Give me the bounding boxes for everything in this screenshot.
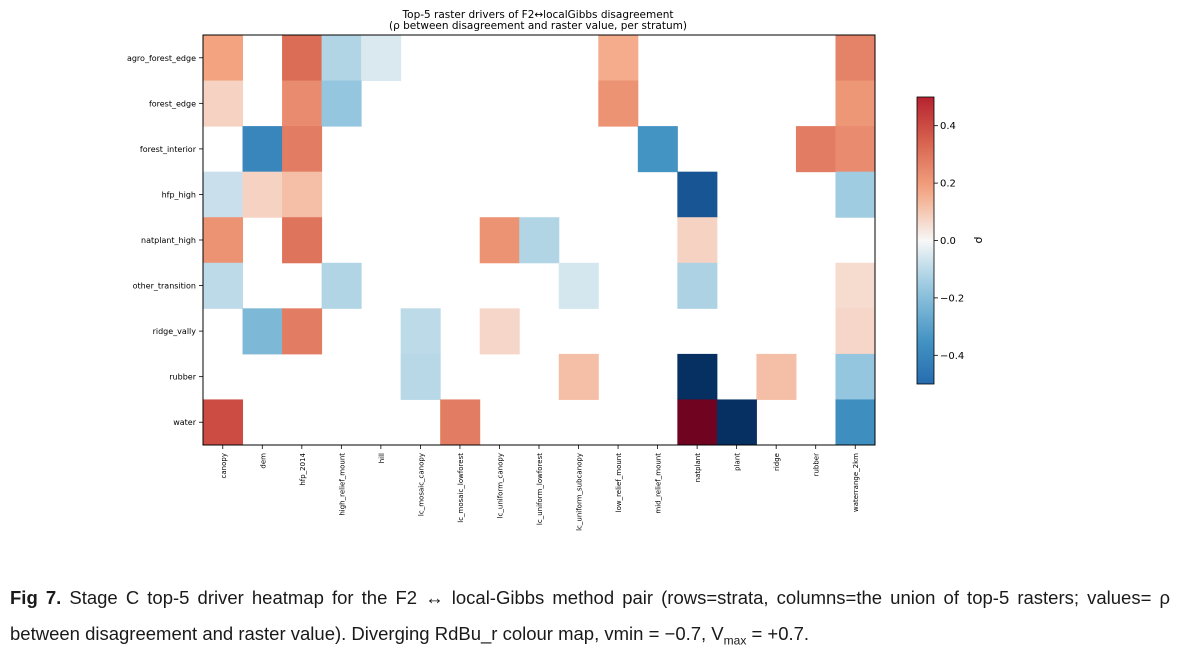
heatmap-cell	[203, 399, 244, 446]
heatmap-cell	[598, 80, 639, 127]
row-label: agro_forest_edge	[127, 54, 196, 63]
heatmap-cell	[795, 126, 836, 173]
heatmap-cell	[479, 217, 520, 264]
heatmap-cell	[282, 308, 323, 355]
heatmap-cell	[835, 262, 876, 309]
heatmap-cell	[835, 35, 876, 82]
caption-text: Stage C top-5 driver heatmap for the F2 …	[10, 587, 1170, 644]
caption-label: Fig 7.	[10, 587, 62, 608]
heatmap-cell	[677, 399, 718, 446]
heatmap-cell	[282, 80, 323, 127]
column-label: lc_mosaic_canopy	[417, 453, 425, 516]
colorbar-tick-label: 0.0	[940, 236, 956, 247]
column-labels: canopy dem hfp_2014 high_relief_mount hill lc…	[220, 445, 860, 531]
column-label: lc_mosaic_lowforest	[457, 453, 465, 523]
heatmap-cell	[835, 399, 876, 446]
heatmap-cell	[519, 217, 560, 264]
colorbar-gradient	[916, 96, 935, 385]
heatmap-cell	[400, 308, 441, 355]
colorbar-label: ρ	[973, 237, 986, 244]
heatmap-cell	[282, 171, 323, 218]
heatmap-cell	[677, 171, 718, 218]
colorbar-tick-label: −0.4	[940, 351, 964, 362]
column-label: dem	[259, 453, 267, 469]
column-label: lc_uniform_subcanopy	[576, 453, 584, 531]
heatmap-cell	[203, 80, 244, 127]
column-label: hill	[378, 453, 386, 463]
row-label: other_transition	[133, 282, 196, 291]
column-label: natplant	[694, 453, 702, 483]
heatmap-cell	[756, 353, 797, 400]
chart-title: Top-5 raster drivers of F2↔localGibbs di…	[402, 9, 674, 21]
chart-subtitle: (ρ between disagreement and raster value…	[389, 20, 687, 32]
heatmap-cell	[242, 308, 283, 355]
heatmap-cell	[835, 126, 876, 173]
heatmap-cell	[282, 35, 323, 82]
heatmap-cell	[321, 80, 362, 127]
row-label: hfp_high	[162, 190, 196, 199]
row-label: water	[173, 418, 197, 427]
heatmap-cell	[598, 35, 639, 82]
heatmap-cell	[558, 262, 599, 309]
heatmap-cell	[835, 171, 876, 218]
row-label: forest_interior	[140, 145, 197, 154]
caption-text-end: = +0.7.	[746, 623, 810, 644]
heatmap-cell	[637, 126, 678, 173]
row-label: rubber	[169, 373, 196, 382]
heatmap-cell	[835, 80, 876, 127]
caption-subscript: max	[723, 633, 747, 648]
heatmap-figure: Top-5 raster drivers of F2↔localGibbs di…	[127, 9, 986, 531]
heatmap-cell	[440, 399, 481, 446]
heatmap-cells	[203, 35, 876, 446]
colorbar-tick-label: −0.2	[940, 293, 964, 304]
heatmap-cell	[242, 126, 283, 173]
heatmap-cell	[835, 308, 876, 355]
heatmap-cell	[677, 353, 718, 400]
column-label: waterrange_2km	[852, 453, 860, 512]
heatmap-cell	[558, 353, 599, 400]
column-label: hfp_2014	[299, 452, 307, 485]
heatmap-cell	[361, 35, 402, 82]
heatmap-cell	[282, 126, 323, 173]
colorbar-tick-label: 0.2	[940, 179, 956, 190]
column-label: lc_uniform_lowforest	[536, 453, 544, 525]
heatmap-cell	[203, 171, 244, 218]
colorbar-tick-label: 0.4	[940, 121, 956, 132]
column-label: lc_uniform_canopy	[496, 453, 504, 518]
heatmap-cell	[321, 262, 362, 309]
heatmap-cell	[677, 217, 718, 264]
column-label: low_relief_mount	[615, 453, 623, 513]
colorbar: 0.4 0.2 0.0 −0.2 −0.4 ρ	[916, 96, 986, 385]
heatmap-cell	[716, 399, 757, 446]
heatmap-cell	[835, 353, 876, 400]
heatmap-cell	[677, 262, 718, 309]
heatmap-cell	[282, 217, 323, 264]
heatmap-cell	[203, 217, 244, 264]
figure-caption: Fig 7. Stage C top-5 driver heatmap for …	[10, 580, 1170, 659]
column-label: high_relief_mount	[338, 453, 346, 516]
colorbar-ticks: 0.4 0.2 0.0 −0.2 −0.4	[934, 121, 964, 362]
heatmap-cell	[203, 262, 244, 309]
column-label: ridge	[773, 453, 781, 471]
heatmap-cell	[479, 308, 520, 355]
row-labels: agro_forest_edge forest_edge forest_interi…	[127, 54, 203, 427]
column-label: mid_relief_mount	[655, 453, 663, 514]
column-label: canopy	[220, 453, 228, 478]
row-label: forest_edge	[149, 99, 196, 108]
row-label: natplant_high	[141, 236, 196, 245]
row-label: ridge_vally	[153, 327, 197, 336]
heatmap-cell	[400, 353, 441, 400]
heatmap-cell	[242, 171, 283, 218]
heatmap-cell	[321, 35, 362, 82]
column-label: rubber	[813, 453, 821, 477]
column-label: plant	[734, 453, 742, 471]
heatmap-cell	[203, 35, 244, 82]
